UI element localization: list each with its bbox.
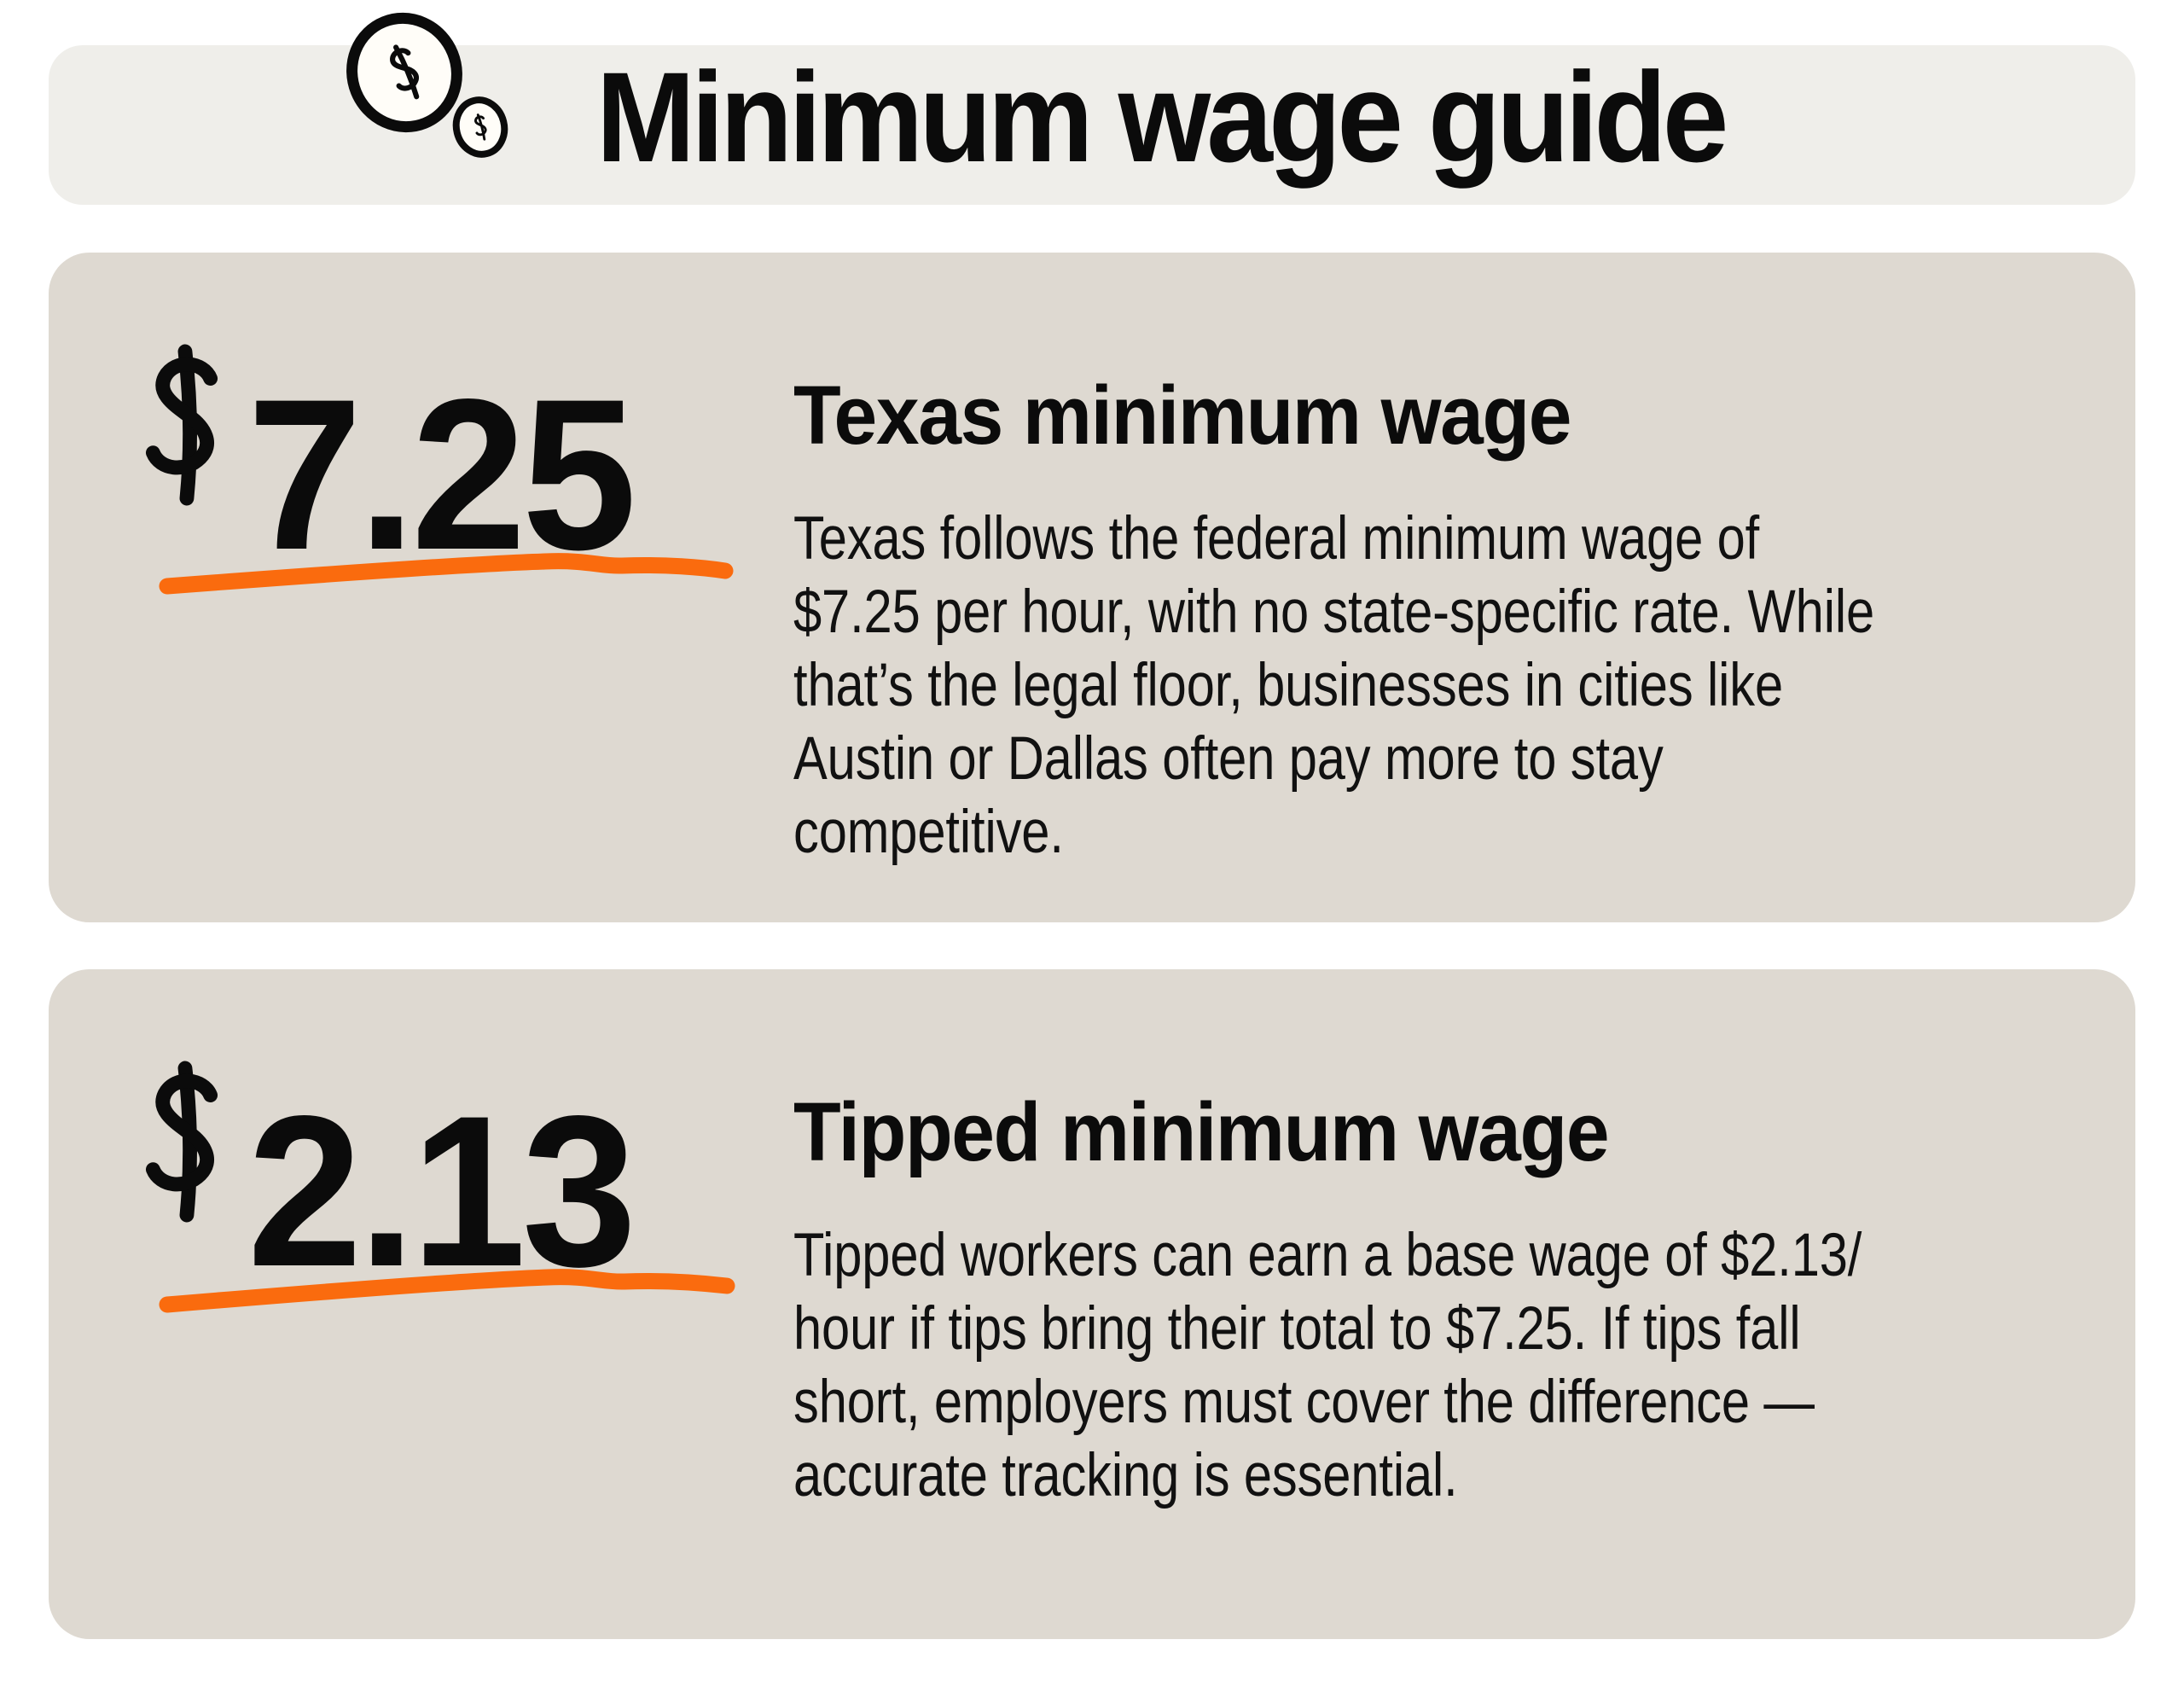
card-body: Tipped workers can earn a base wage of $… <box>793 1222 1862 1509</box>
amount-value: 2.13 <box>247 1072 636 1311</box>
card-text-column: Tipped minimum wage Tipped workers can e… <box>793 1085 2124 1509</box>
card-heading: Tipped minimum wage <box>793 1085 1610 1178</box>
amount-figure-texas: 7.25 <box>132 345 798 712</box>
card-heading: Texas minimum wage <box>793 369 1572 462</box>
card-texas-minimum-wage: 7.25 Texas minimum wage Texas follows th… <box>49 253 2135 922</box>
orange-underline-icon <box>159 553 734 595</box>
orange-underline-icon <box>159 1269 735 1313</box>
card-text-column: Texas minimum wage Texas follows the fed… <box>793 369 2124 866</box>
header-content: Minimum wage guide <box>6 12 2093 205</box>
amount-figure-tipped: 2.13 <box>132 1061 798 1428</box>
page-title: Minimum wage guide <box>595 44 1729 189</box>
card-body: Texas follows the federal minimum wage o… <box>793 505 1875 866</box>
dollar-coins-icon <box>332 12 508 173</box>
header-banner: Minimum wage guide <box>49 12 2135 205</box>
hand-drawn-dollar-icon <box>132 345 233 505</box>
amount-value: 7.25 <box>247 355 636 595</box>
hand-drawn-dollar-icon <box>132 1061 233 1222</box>
card-tipped-minimum-wage: 2.13 Tipped minimum wage Tipped workers … <box>49 969 2135 1639</box>
